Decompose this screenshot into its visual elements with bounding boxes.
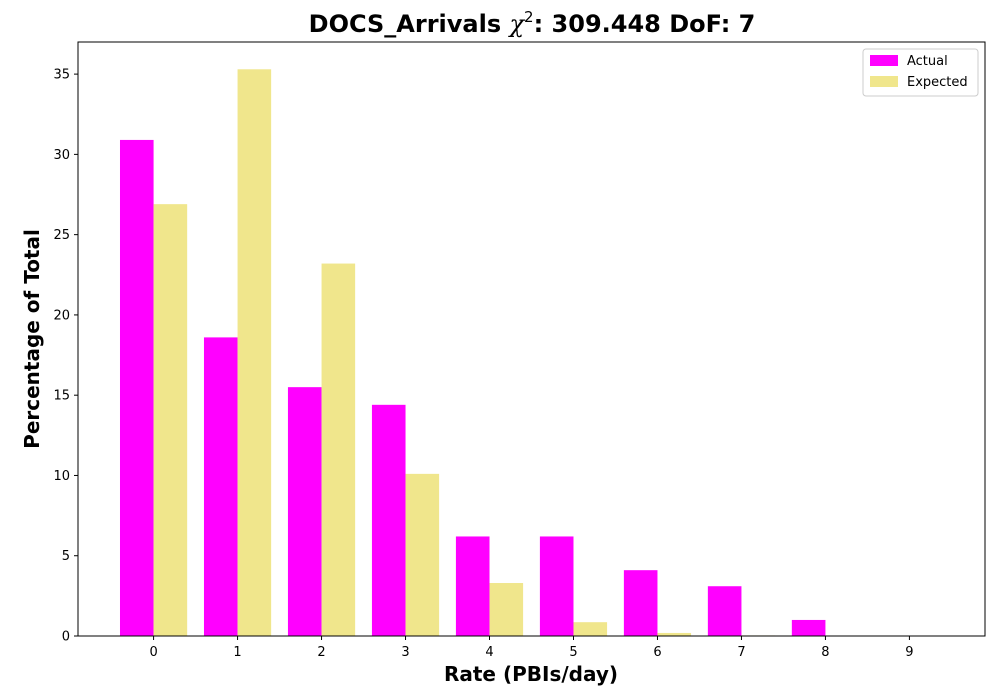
legend-label-expected: Expected bbox=[907, 75, 968, 90]
x-tick-label: 1 bbox=[233, 645, 241, 660]
bar-actual-3 bbox=[371, 404, 406, 636]
y-tick-label: 10 bbox=[53, 469, 70, 484]
bar-actual-4 bbox=[455, 536, 490, 636]
y-tick-label: 25 bbox=[53, 228, 70, 243]
y-axis-label: Percentage of Total bbox=[20, 229, 44, 449]
x-tick-label: 8 bbox=[821, 645, 829, 660]
bar-actual-0 bbox=[119, 139, 154, 636]
bar-expected-4 bbox=[489, 583, 524, 636]
bar-expected-3 bbox=[405, 473, 440, 636]
x-tick-label: 7 bbox=[737, 645, 745, 660]
x-axis-label: Rate (PBIs/day) bbox=[444, 662, 618, 686]
bar-actual-1 bbox=[203, 337, 238, 636]
legend: Actual Expected bbox=[862, 48, 979, 97]
y-tick-label: 30 bbox=[53, 148, 70, 163]
x-axis-ticks: 0 1 2 3 4 5 6 7 8 9 bbox=[149, 636, 914, 660]
y-tick-label: 15 bbox=[53, 389, 70, 404]
bar-expected-0 bbox=[153, 204, 188, 636]
x-tick-label: 0 bbox=[149, 645, 157, 660]
legend-swatch-expected bbox=[870, 76, 898, 87]
legend-swatch-actual bbox=[870, 55, 898, 66]
chart-title: DOCS_Arrivals χ2: 309.448 DoF: 7 bbox=[309, 8, 756, 38]
x-tick-label: 6 bbox=[653, 645, 661, 660]
x-tick-label: 4 bbox=[485, 645, 493, 660]
y-tick-label: 35 bbox=[53, 68, 70, 83]
bar-actual-8 bbox=[791, 619, 826, 636]
y-tick-label: 20 bbox=[53, 308, 70, 323]
x-tick-label: 5 bbox=[569, 645, 577, 660]
bar-actual-7 bbox=[707, 586, 742, 636]
chart-title-suffix: : 309.448 DoF: 7 bbox=[534, 10, 756, 38]
bars-group bbox=[119, 69, 944, 637]
x-tick-label: 9 bbox=[905, 645, 913, 660]
plot-frame bbox=[77, 41, 986, 637]
bar-actual-2 bbox=[287, 387, 322, 636]
bar-expected-6 bbox=[657, 632, 692, 636]
bar-expected-1 bbox=[237, 69, 272, 637]
legend-label-actual: Actual bbox=[907, 54, 948, 69]
chart-title-superscript: 2 bbox=[524, 8, 534, 26]
y-axis-ticks: 0 5 10 15 20 25 30 35 bbox=[53, 68, 78, 645]
bar-actual-6 bbox=[623, 570, 658, 636]
chart-title-chi: χ bbox=[508, 10, 526, 38]
x-tick-label: 2 bbox=[317, 645, 325, 660]
chart-title-prefix: DOCS_Arrivals bbox=[309, 10, 510, 38]
bar-actual-5 bbox=[539, 536, 574, 636]
y-tick-label: 0 bbox=[62, 630, 70, 645]
bar-expected-2 bbox=[321, 263, 356, 636]
y-tick-label: 5 bbox=[62, 549, 70, 564]
bar-expected-5 bbox=[573, 622, 608, 636]
x-tick-label: 3 bbox=[401, 645, 409, 660]
